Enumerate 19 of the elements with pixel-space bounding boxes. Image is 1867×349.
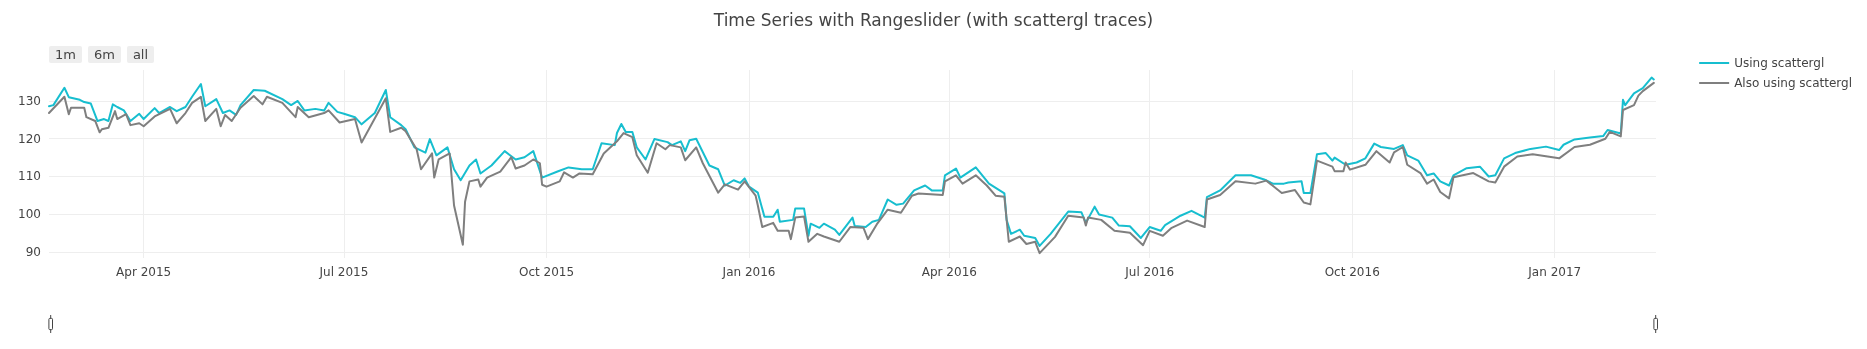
range-button: all bbox=[126, 46, 155, 63]
x-tick-label: Oct 2016 bbox=[1324, 265, 1380, 279]
x-tick-label: Jan 2017 bbox=[1527, 265, 1582, 279]
x-tick-label: Apr 2016 bbox=[921, 265, 977, 279]
y-tick-label: 120 bbox=[18, 131, 41, 146]
x-tick-label: Jan 2016 bbox=[721, 265, 776, 279]
x-tick-label: Oct 2015 bbox=[518, 265, 575, 279]
legend-label: Also using scattergl bbox=[1734, 76, 1853, 90]
legend-label: Using scattergl bbox=[1734, 56, 1825, 70]
x-tick-label: Jul 2015 bbox=[318, 265, 369, 279]
y-tick-label: 100 bbox=[18, 207, 41, 222]
range-button: 1m bbox=[49, 46, 82, 63]
y-tick-label: 130 bbox=[18, 93, 41, 108]
y-tick-label: 90 bbox=[25, 244, 41, 259]
chart-title: Time Series with Rangeslider (with scattergl traces) bbox=[712, 9, 1154, 30]
x-tick-label: Apr 2015 bbox=[116, 265, 172, 279]
x-tick-label: Jul 2016 bbox=[1124, 265, 1175, 279]
range-button: 6m bbox=[87, 46, 121, 63]
y-tick-label: 110 bbox=[18, 169, 41, 184]
